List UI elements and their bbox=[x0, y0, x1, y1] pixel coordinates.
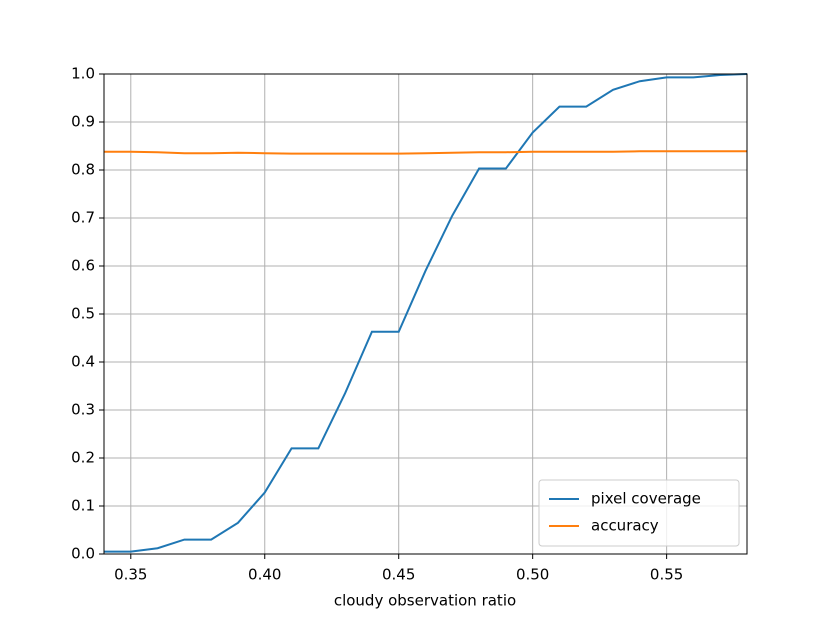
plot-frame bbox=[103, 73, 748, 555]
line-series bbox=[104, 73, 748, 553]
x-tick-label: 0.45 bbox=[382, 566, 415, 584]
y-tick-label: 0.1 bbox=[71, 497, 95, 515]
x-tick-label: 0.55 bbox=[650, 566, 683, 584]
y-tick-label: 0.5 bbox=[71, 305, 95, 323]
y-tick-label: 0.4 bbox=[71, 353, 95, 371]
y-tick-label: 0.7 bbox=[71, 209, 95, 227]
x-axis-label: cloudy observation ratio bbox=[334, 592, 516, 610]
x-tick-label: 0.50 bbox=[516, 566, 549, 584]
y-tick-label: 0.9 bbox=[71, 113, 95, 131]
line-series bbox=[104, 150, 747, 155]
y-tick-label: 1.0 bbox=[71, 65, 95, 83]
legend-box bbox=[538, 479, 740, 547]
y-tick-label: 0.8 bbox=[71, 161, 95, 179]
y-tick-label: 0.2 bbox=[71, 449, 95, 467]
y-tick-label: 0.6 bbox=[71, 257, 95, 275]
y-tick-label: 0.0 bbox=[71, 545, 95, 563]
y-tick-label: 0.3 bbox=[71, 401, 95, 419]
x-tick-label: 0.35 bbox=[114, 566, 147, 584]
legend-label: pixel coverage bbox=[591, 490, 701, 508]
x-tick-label: 0.40 bbox=[248, 566, 281, 584]
legend-label: accuracy bbox=[591, 517, 659, 535]
